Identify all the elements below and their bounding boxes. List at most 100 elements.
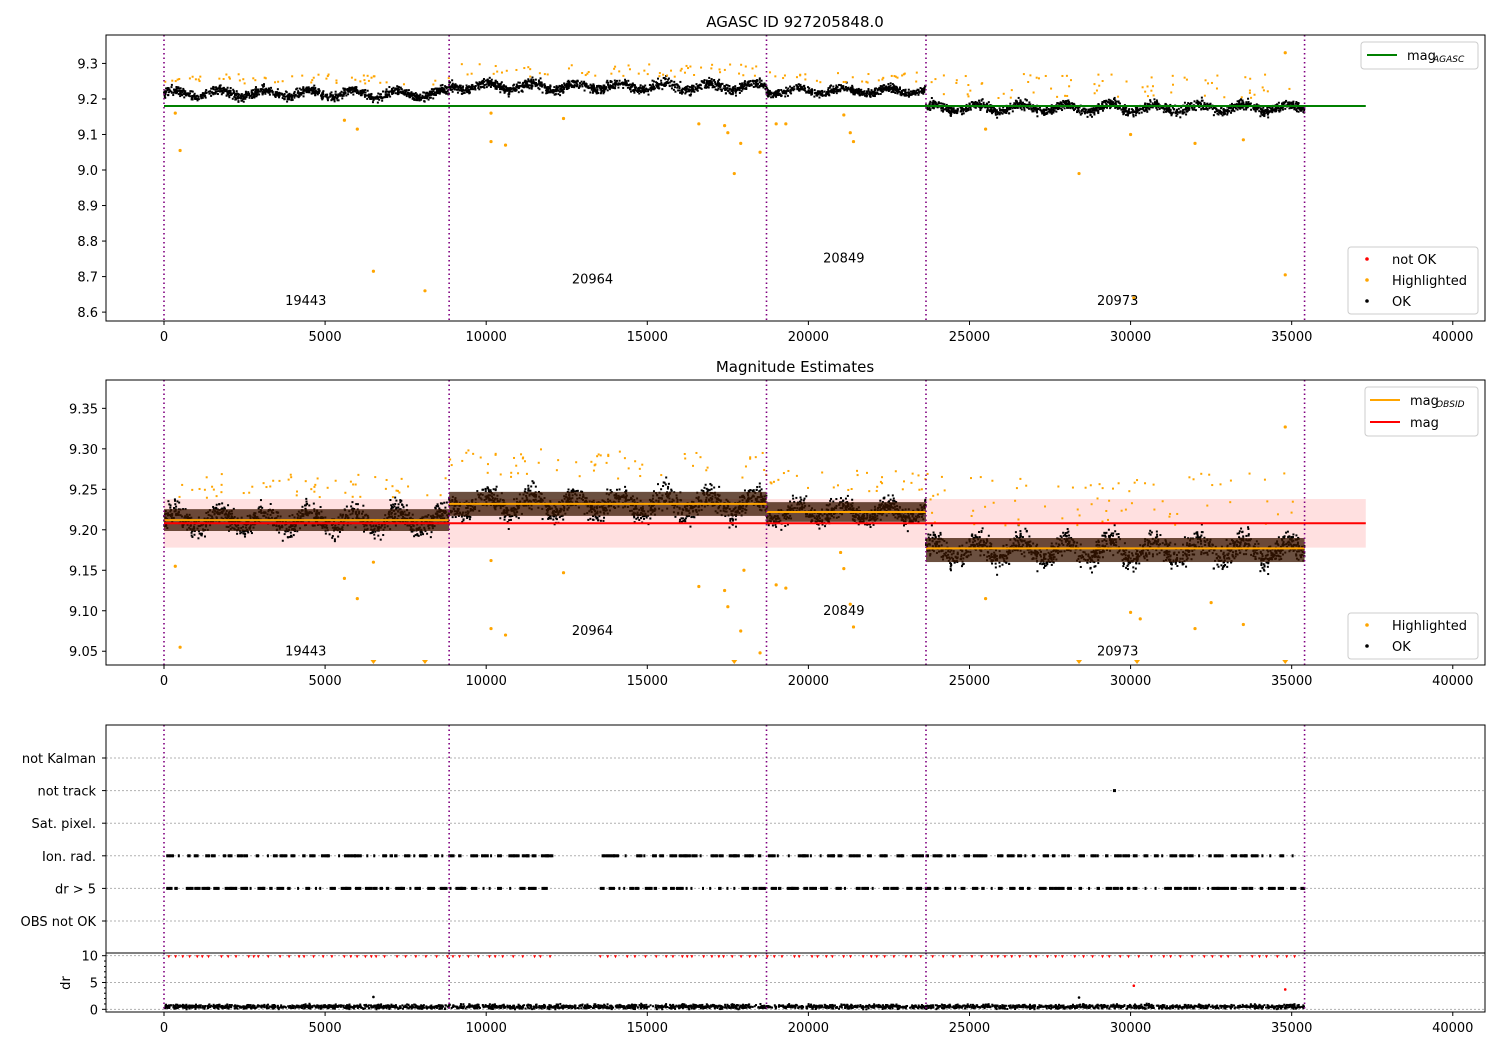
ok-point — [798, 88, 801, 91]
ok-point — [724, 87, 727, 90]
ok-point — [226, 93, 229, 96]
ok-point — [809, 90, 812, 93]
ok-point — [394, 87, 397, 90]
ok-point — [1024, 103, 1027, 106]
ok-point — [520, 90, 523, 93]
ok-point — [742, 87, 745, 90]
ok-point — [429, 96, 432, 99]
ok-point — [754, 79, 757, 82]
ok-point — [505, 88, 508, 91]
ok-point — [676, 86, 679, 89]
highlighted-point — [228, 76, 231, 79]
ok-point — [422, 533, 425, 536]
ok-point — [1032, 106, 1035, 109]
ok-point — [439, 84, 442, 87]
ok-point — [821, 94, 824, 97]
ok-point — [709, 83, 712, 86]
ok-point — [827, 93, 830, 96]
ok-point — [308, 90, 311, 93]
ok-point — [236, 92, 239, 95]
ok-point — [415, 93, 418, 96]
ok-point — [893, 85, 896, 88]
ok-point — [758, 78, 761, 81]
ok-point — [1168, 107, 1171, 110]
highlighted-point — [359, 80, 362, 83]
ok-point — [350, 88, 353, 91]
ok-point — [478, 88, 481, 91]
y-tick-label: 9.3 — [77, 57, 98, 72]
ok-point — [1211, 108, 1214, 111]
ok-point — [439, 502, 442, 505]
highlighted-point — [983, 127, 988, 131]
ok-point — [816, 91, 819, 94]
ok-point — [674, 83, 677, 86]
ok-point — [313, 84, 316, 87]
highlighted-point — [622, 74, 625, 77]
ok-point — [486, 80, 489, 83]
ok-point — [1215, 110, 1218, 113]
ok-point — [998, 111, 1001, 114]
ok-point — [1282, 101, 1285, 104]
ok-point — [1266, 108, 1269, 111]
ok-point — [403, 92, 406, 95]
ok-point — [184, 90, 187, 93]
ok-point — [692, 84, 695, 87]
ok-point — [581, 85, 584, 88]
ok-point — [1040, 109, 1043, 112]
highlighted-point — [489, 111, 493, 115]
ok-point — [839, 88, 842, 91]
ok-point — [819, 93, 822, 96]
ok-point — [692, 89, 695, 92]
ok-point — [1234, 103, 1237, 106]
ok-point — [978, 101, 981, 104]
ok-point — [590, 88, 593, 91]
highlighted-point — [1029, 74, 1032, 77]
x-tick-label: 5000 — [309, 330, 342, 345]
ok-point — [1271, 106, 1274, 109]
highlighted-point — [1244, 76, 1247, 79]
ok-point — [545, 86, 548, 89]
ok-point — [414, 95, 417, 98]
ok-point — [862, 91, 865, 94]
ok-point — [281, 539, 284, 542]
ok-point — [462, 85, 465, 88]
ok-point — [503, 85, 506, 88]
ok-point — [1157, 102, 1160, 105]
ok-point — [911, 93, 914, 96]
ok-point — [316, 93, 319, 96]
ok-point — [535, 81, 538, 84]
ok-point — [584, 82, 587, 85]
ok-point — [967, 107, 970, 110]
ok-point — [1172, 108, 1175, 111]
ok-point — [1138, 109, 1141, 112]
ok-point — [531, 84, 534, 87]
ok-point — [873, 87, 876, 90]
highlighted-point — [865, 80, 868, 83]
ok-point — [744, 83, 747, 86]
ok-point — [1241, 106, 1244, 109]
ok-point — [673, 80, 676, 83]
highlighted-point — [402, 83, 405, 86]
ok-point — [1174, 112, 1177, 115]
ok-point — [297, 90, 300, 93]
ok-point — [629, 90, 632, 93]
ok-point — [813, 89, 816, 92]
ok-point — [689, 94, 692, 97]
ok-point — [859, 90, 862, 93]
highlighted-point — [643, 69, 646, 72]
ok-point — [295, 88, 298, 91]
ok-point — [1131, 111, 1134, 114]
ok-point — [318, 89, 321, 92]
y-tick-label: 8.9 — [77, 200, 98, 215]
ok-point — [225, 88, 228, 91]
ok-point — [712, 79, 715, 82]
highlighted-point — [894, 75, 897, 78]
ok-point — [877, 88, 880, 91]
ok-point — [561, 85, 564, 88]
ok-point — [741, 84, 744, 87]
ok-point — [1299, 109, 1302, 112]
ok-point — [470, 84, 473, 87]
ok-point — [618, 79, 621, 82]
highlighted-point — [967, 84, 970, 87]
